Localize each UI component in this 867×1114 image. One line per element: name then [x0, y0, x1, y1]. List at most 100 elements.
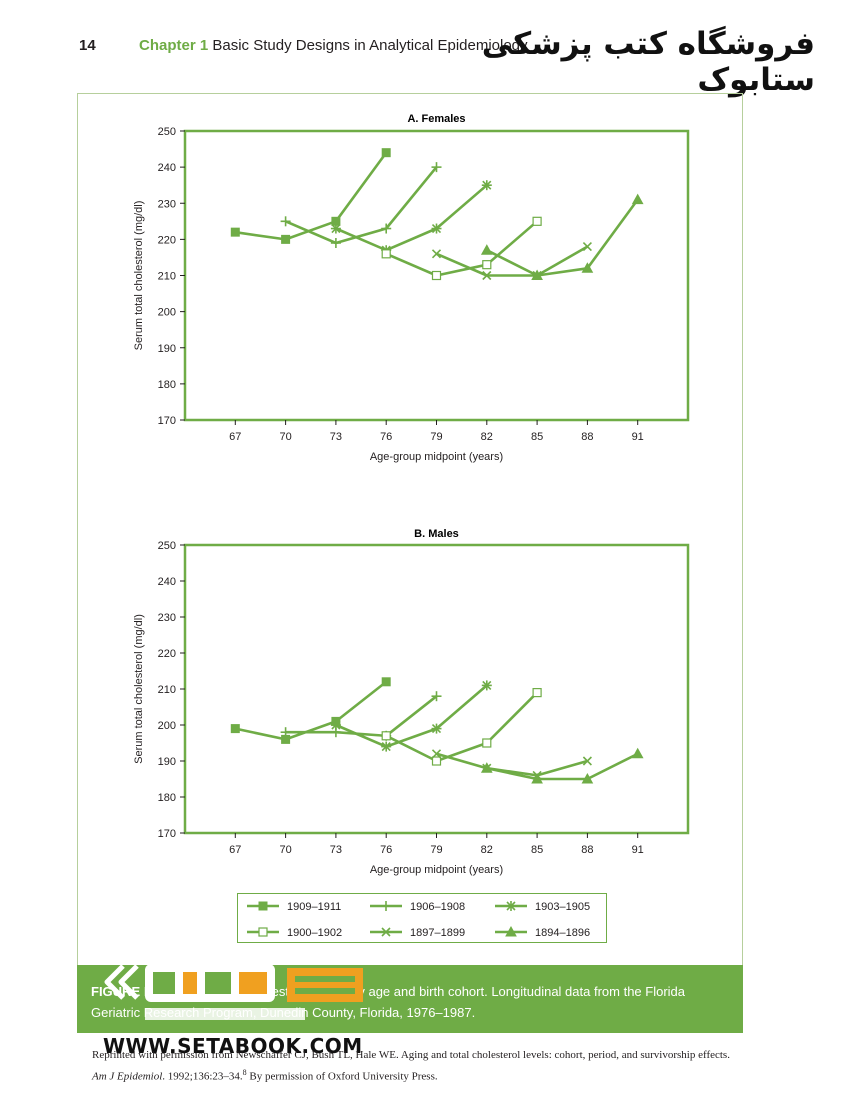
y-tick-label: 170: [158, 828, 176, 840]
y-tick-label: 250: [158, 126, 176, 138]
x-tick-label: 82: [481, 431, 493, 443]
series-1900–1902: [381, 687, 542, 766]
data-point: [431, 162, 442, 173]
x-tick-label: 67: [229, 844, 241, 856]
legend: [237, 893, 607, 943]
data-point: [280, 727, 291, 738]
data-point: [431, 749, 442, 759]
data-point: [631, 193, 644, 205]
data-point: [381, 741, 392, 752]
x-tick-label: 70: [279, 431, 291, 443]
y-axis-label: Serum total cholesterol (mg/dl): [133, 614, 145, 764]
legend-entry: 1906–1908: [370, 901, 465, 913]
y-tick-label: 250: [158, 540, 176, 552]
data-point: [431, 756, 442, 766]
x-tick-label: 82: [481, 844, 493, 856]
legend-label: 1894–1896: [535, 927, 590, 939]
y-tick-label: 230: [158, 198, 176, 210]
data-point: [381, 223, 392, 234]
x-axis-label: Age-group midpoint (years): [370, 451, 503, 463]
setabook-logo: [104, 964, 363, 1020]
y-tick-label: 210: [158, 684, 176, 696]
logo-brand-text: WWW.SETABOOK.COM: [103, 1034, 363, 1058]
series-1906–1908: [280, 162, 442, 248]
y-tick-label: 180: [158, 379, 176, 391]
data-point: [381, 731, 391, 741]
y-tick-label: 170: [158, 415, 176, 427]
source-ref-number: 8: [242, 1068, 247, 1077]
chart-panel-females: A. Females 170 180 190 200 210 220 230 240 250 67 7…: [133, 113, 690, 463]
x-tick-label: 88: [581, 844, 593, 856]
y-tick-label: 190: [158, 756, 176, 768]
series-line: [285, 695, 438, 738]
series-line: [435, 245, 589, 277]
legend-entry: 1894–1896: [495, 925, 590, 939]
x-tick-label: 85: [531, 844, 543, 856]
chapter-label: Chapter 1: [139, 37, 209, 54]
data-point: [581, 262, 594, 273]
legend-marker: [505, 925, 517, 937]
data-point: [381, 148, 391, 158]
source-journal: Am J Epidemiol: [92, 1070, 163, 1083]
data-point: [482, 260, 492, 270]
y-tick-label: 210: [158, 271, 176, 283]
series-1900–1902: [381, 216, 542, 281]
data-point: [631, 747, 644, 759]
page-header: 14 Chapter 1 Basic Study Designs in Anal…: [0, 0, 867, 98]
chapter-title: Basic Study Designs in Analytical Epidem…: [212, 37, 528, 54]
series-line: [335, 684, 488, 748]
data-point: [431, 249, 442, 259]
x-tick-label: 73: [330, 431, 342, 443]
legend-marker: [506, 901, 516, 911]
x-tick-label: 76: [380, 431, 392, 443]
page-number: 14: [79, 37, 96, 54]
series-1903–1905: [330, 680, 492, 752]
data-point: [481, 680, 492, 691]
series-1894–1896: [480, 193, 644, 280]
data-point: [431, 691, 442, 702]
y-tick-label: 230: [158, 612, 176, 624]
data-point: [431, 223, 442, 234]
data-point: [532, 687, 542, 698]
source-note: Reprinted with permission from Newschaff…: [92, 1047, 812, 1086]
series-1894–1896: [480, 747, 644, 784]
y-tick-label: 180: [158, 792, 176, 804]
legend-marker: [258, 901, 268, 911]
data-point: [330, 720, 341, 730]
x-tick-label: 85: [531, 431, 543, 443]
data-point: [532, 216, 542, 226]
legend-marker: [381, 901, 391, 911]
legend-label: 1909–1911: [287, 901, 341, 913]
legend-marker: [381, 927, 391, 937]
legend-marker: [258, 927, 268, 937]
legend-label: 1906–1908: [410, 901, 465, 913]
x-tick-label: 79: [430, 844, 442, 856]
legend-entry: 1900–1902: [247, 927, 342, 939]
data-point: [230, 227, 240, 237]
x-tick-label: 67: [229, 431, 241, 443]
data-point: [431, 270, 442, 281]
series-line: [235, 680, 388, 741]
data-point: [482, 270, 492, 281]
caption-text: Mean serum total cholesterol levels by a…: [143, 984, 685, 999]
series-line: [486, 752, 639, 781]
data-point: [280, 216, 291, 227]
series-1897–1899: [431, 242, 592, 281]
chart-title: A. Females: [407, 113, 465, 125]
x-tick-label: 91: [632, 431, 644, 443]
series-line: [436, 752, 588, 777]
legend-label: 1903–1905: [535, 901, 590, 913]
data-point: [482, 738, 492, 748]
data-point: [381, 249, 391, 259]
data-point: [281, 234, 291, 244]
x-tick-label: 79: [430, 431, 442, 443]
watermark-title: فروشگاه کتب پزشکی ستابوک: [481, 26, 815, 98]
data-point: [330, 237, 341, 248]
series-line: [335, 184, 488, 252]
data-point: [230, 724, 240, 734]
x-tick-label: 91: [632, 844, 644, 856]
series-line: [235, 151, 388, 241]
legend-label: 1897–1899: [410, 927, 465, 939]
